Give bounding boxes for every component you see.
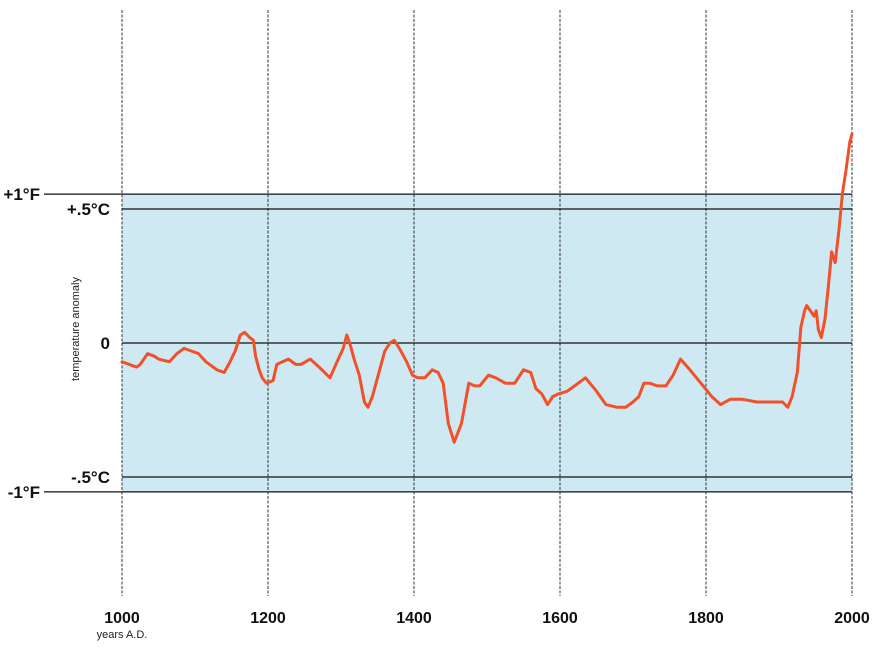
temperature-series-line [120,132,854,444]
y-label-0: +1°F [3,185,40,204]
x-tick-label-1200: 1200 [250,610,286,627]
y-label-4: -1°F [8,483,40,502]
x-tick-label-2000: 2000 [834,610,870,627]
x-tick-label-1600: 1600 [542,610,578,627]
y-axis-title: temperature anomaly [70,277,82,381]
x-axis-title: years A.D. [97,629,148,641]
y-label-2: 0 [101,334,110,353]
y-axis-labels: +1°F +.5°C 0 -.5°C -1°F [3,185,110,502]
x-tick-label-1400: 1400 [396,610,432,627]
x-tick-label-1800: 1800 [688,610,724,627]
y-label-3: -.5°C [71,468,110,487]
reference-lines [44,193,852,493]
x-tick-label-1000: 1000 [104,610,140,627]
y-label-1: +.5°C [67,200,110,219]
vertical-gridlines [121,10,853,596]
x-axis-labels: 1000 1200 1400 1600 1800 2000 [104,610,870,627]
